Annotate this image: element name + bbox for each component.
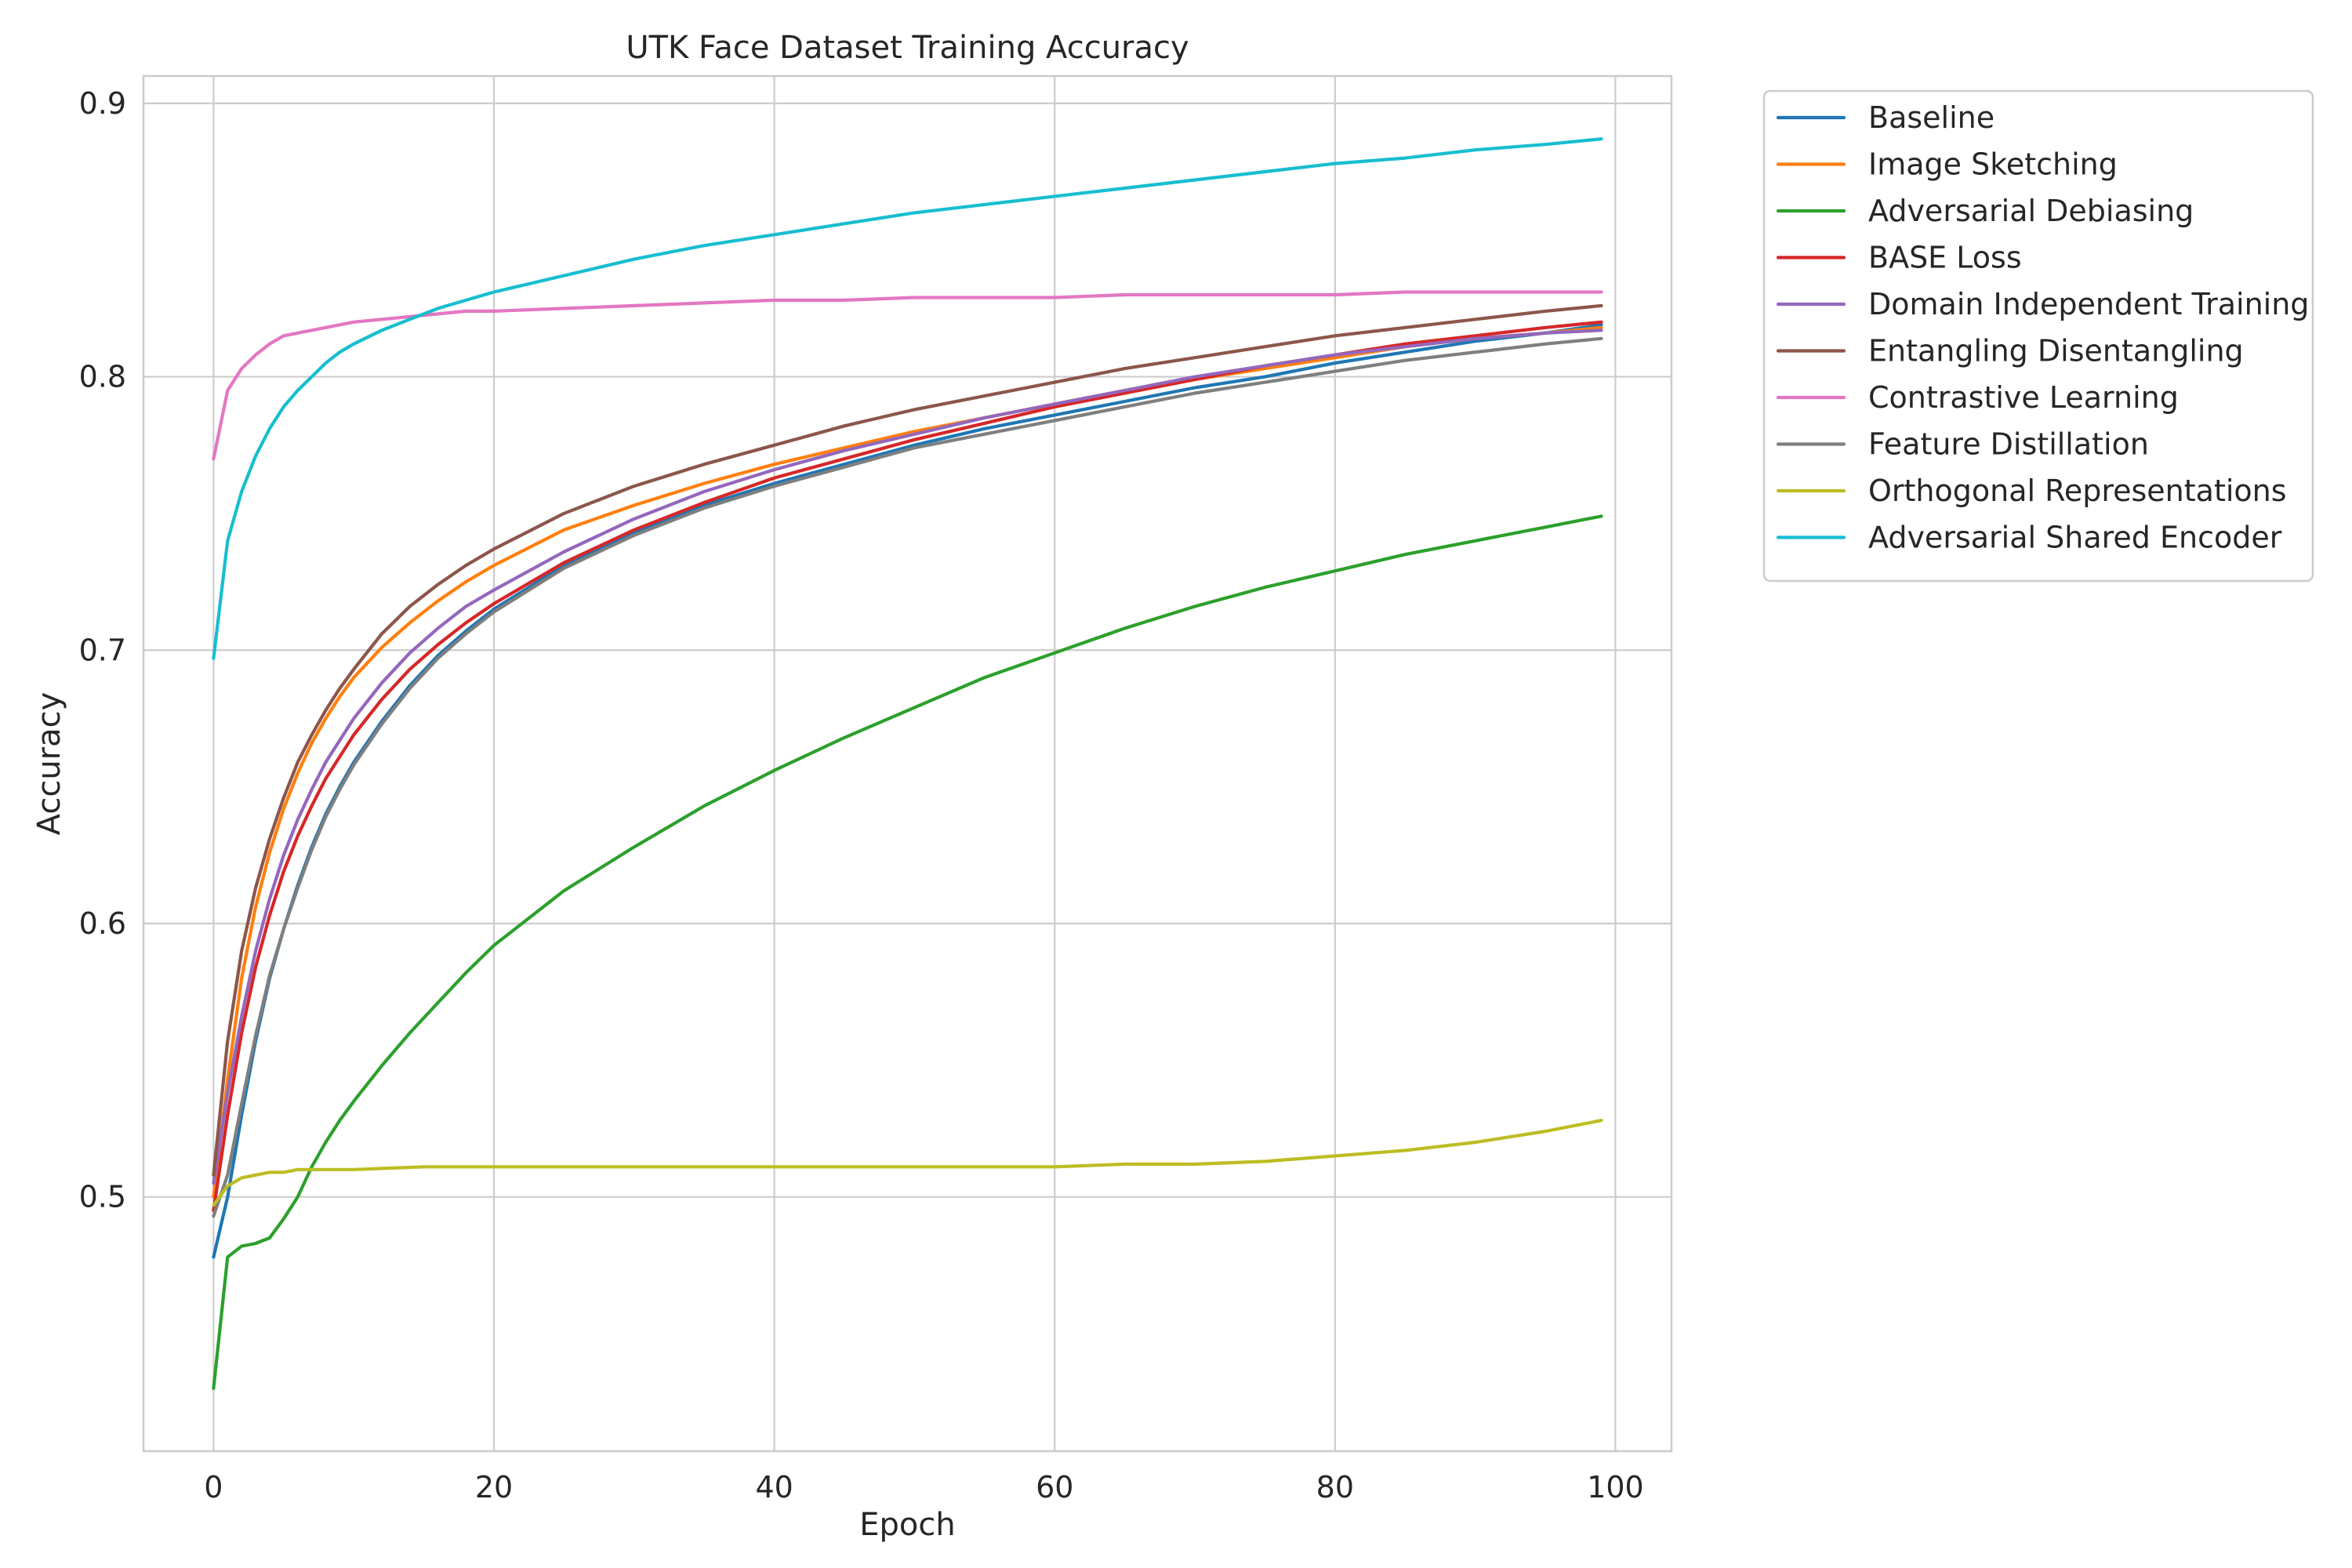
- series-line-9: [212, 1119, 1603, 1207]
- series-line-8: [212, 336, 1603, 1218]
- legend-label: Orthogonal Representations: [1868, 474, 2287, 508]
- legend: Baseline Image Sketching Adversarial Debia…: [1762, 89, 2314, 583]
- series-line-5: [212, 328, 1603, 1185]
- legend-label: Entangling Disentangling: [1868, 334, 2244, 368]
- series-line-7: [212, 290, 1603, 461]
- plot-frame: [142, 74, 1673, 1453]
- series-line-6: [212, 303, 1603, 1177]
- x-tick-label: 0: [204, 1470, 223, 1504]
- y-tick-label: 0.5: [79, 1180, 126, 1214]
- x-tick-label: 20: [475, 1470, 513, 1504]
- x-tick-label: 80: [1316, 1470, 1354, 1504]
- y-tick-label: 0.8: [79, 360, 126, 394]
- legend-label: Image Sketching: [1868, 147, 2118, 182]
- y-tick-labels: 0.5 0.6 0.7 0.8 0.9: [79, 86, 126, 1214]
- legend-label: BASE Loss: [1868, 241, 2022, 275]
- x-tick-labels: 0 20 40 60 80 100: [204, 1470, 1643, 1504]
- legend-label: Domain Independent Training: [1868, 287, 2309, 321]
- legend-items: Baseline Image Sketching Adversarial Debia…: [1776, 100, 2309, 555]
- y-tick-label: 0.6: [79, 906, 126, 941]
- x-tick-label: 100: [1587, 1470, 1644, 1504]
- series-lines: [212, 137, 1603, 1390]
- x-axis-label: Epoch: [859, 1507, 955, 1543]
- grid: [143, 76, 1671, 1451]
- legend-label: Feature Distillation: [1868, 427, 2149, 462]
- y-tick-label: 0.7: [79, 633, 126, 667]
- legend-label: Adversarial Shared Encoder: [1868, 521, 2282, 555]
- legend-box: [1762, 89, 2314, 583]
- x-tick-label: 40: [755, 1470, 793, 1504]
- chart-title: UTK Face Dataset Training Accuracy: [626, 30, 1189, 66]
- y-tick-label: 0.9: [79, 86, 126, 121]
- y-axis-label: Accuracy: [31, 692, 67, 836]
- legend-label: Adversarial Debiasing: [1868, 194, 2194, 228]
- series-line-10: [212, 137, 1603, 660]
- legend-label: Contrastive Learning: [1868, 380, 2179, 415]
- series-line-3: [212, 514, 1603, 1390]
- legend-label: Baseline: [1868, 100, 1994, 135]
- series-line-2: [212, 325, 1603, 1199]
- x-tick-label: 60: [1036, 1470, 1073, 1504]
